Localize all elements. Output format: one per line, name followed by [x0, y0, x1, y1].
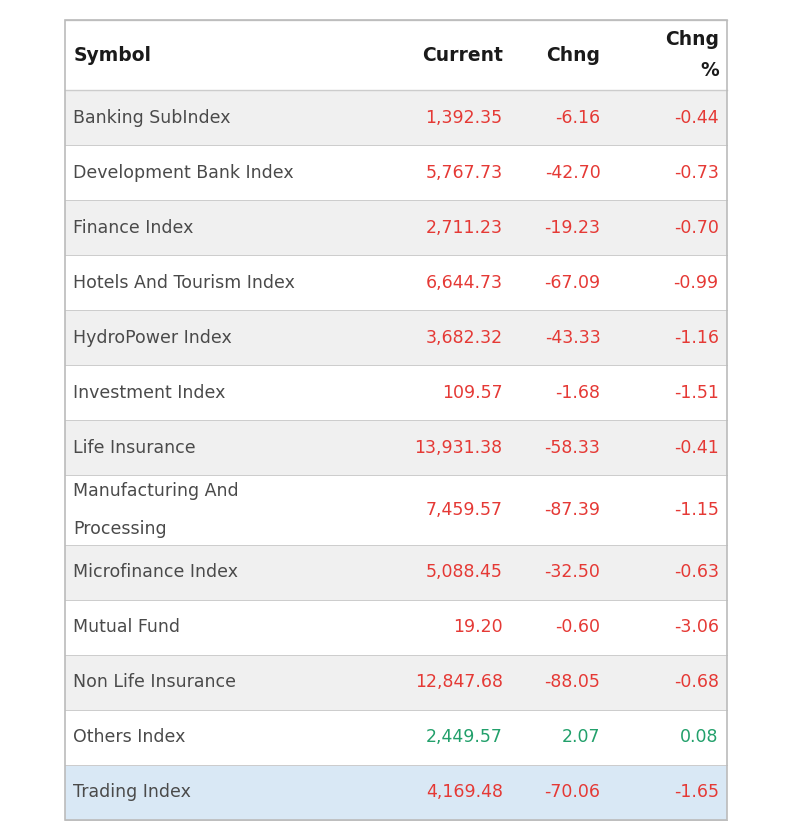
- Bar: [65, 600, 727, 654]
- Text: -0.41: -0.41: [674, 439, 719, 457]
- Bar: [65, 710, 727, 764]
- Text: Chng: Chng: [664, 30, 719, 49]
- Text: -0.60: -0.60: [556, 618, 600, 636]
- Bar: [65, 200, 727, 256]
- Text: -0.63: -0.63: [674, 563, 719, 581]
- Text: Manufacturing And: Manufacturing And: [73, 482, 239, 500]
- Text: 12,847.68: 12,847.68: [414, 673, 503, 691]
- Text: Current: Current: [422, 46, 503, 65]
- Text: -1.16: -1.16: [674, 328, 719, 347]
- Text: -3.06: -3.06: [674, 618, 719, 636]
- Text: 5,767.73: 5,767.73: [426, 163, 503, 182]
- Bar: [65, 256, 727, 310]
- Text: 1,392.35: 1,392.35: [426, 109, 503, 127]
- Text: Symbol: Symbol: [73, 46, 151, 65]
- Text: HydroPower Index: HydroPower Index: [73, 328, 232, 347]
- Bar: [65, 421, 727, 475]
- Text: -0.44: -0.44: [674, 109, 719, 127]
- Text: Processing: Processing: [73, 520, 167, 538]
- Text: 109.57: 109.57: [442, 384, 503, 401]
- Text: -1.65: -1.65: [674, 783, 719, 801]
- Text: -70.06: -70.06: [545, 783, 600, 801]
- Text: -58.33: -58.33: [545, 439, 600, 457]
- Text: -1.68: -1.68: [556, 384, 600, 401]
- Text: -88.05: -88.05: [545, 673, 600, 691]
- Text: %: %: [700, 61, 719, 80]
- Text: -0.99: -0.99: [674, 274, 719, 292]
- Bar: [65, 365, 727, 421]
- Bar: [65, 654, 727, 710]
- Text: Trading Index: Trading Index: [73, 783, 191, 801]
- Text: 2,711.23: 2,711.23: [426, 219, 503, 237]
- Text: Non Life Insurance: Non Life Insurance: [73, 673, 236, 691]
- Bar: [65, 20, 727, 91]
- Bar: [65, 545, 727, 600]
- Text: Life Insurance: Life Insurance: [73, 439, 196, 457]
- Text: Finance Index: Finance Index: [73, 219, 194, 237]
- Text: 7,459.57: 7,459.57: [426, 501, 503, 519]
- Text: 3,682.32: 3,682.32: [426, 328, 503, 347]
- Text: Chng: Chng: [546, 46, 600, 65]
- Text: -32.50: -32.50: [545, 563, 600, 581]
- Text: Mutual Fund: Mutual Fund: [73, 618, 180, 636]
- Text: -43.33: -43.33: [545, 328, 600, 347]
- Text: -87.39: -87.39: [545, 501, 600, 519]
- Text: -1.51: -1.51: [674, 384, 719, 401]
- Text: Others Index: Others Index: [73, 728, 186, 746]
- Bar: [65, 764, 727, 820]
- Text: 0.08: 0.08: [680, 728, 719, 746]
- Text: Development Bank Index: Development Bank Index: [73, 163, 294, 182]
- Text: -0.70: -0.70: [674, 219, 719, 237]
- Text: -6.16: -6.16: [556, 109, 600, 127]
- Text: 4,169.48: 4,169.48: [426, 783, 503, 801]
- Text: -67.09: -67.09: [545, 274, 600, 292]
- Bar: [65, 145, 727, 200]
- Text: -42.70: -42.70: [545, 163, 600, 182]
- Text: -19.23: -19.23: [545, 219, 600, 237]
- Text: 5,088.45: 5,088.45: [426, 563, 503, 581]
- Text: 6,644.73: 6,644.73: [426, 274, 503, 292]
- Bar: [65, 20, 727, 820]
- Bar: [65, 310, 727, 365]
- Text: 2.07: 2.07: [562, 728, 600, 746]
- Text: Investment Index: Investment Index: [73, 384, 225, 401]
- Text: -0.68: -0.68: [674, 673, 719, 691]
- Text: Microfinance Index: Microfinance Index: [73, 563, 238, 581]
- Text: 2,449.57: 2,449.57: [426, 728, 503, 746]
- Text: Banking SubIndex: Banking SubIndex: [73, 109, 231, 127]
- Bar: [65, 91, 727, 145]
- Text: 13,931.38: 13,931.38: [414, 439, 503, 457]
- Text: -0.73: -0.73: [674, 163, 719, 182]
- Text: -1.15: -1.15: [674, 501, 719, 519]
- Text: 19.20: 19.20: [453, 618, 503, 636]
- Bar: [65, 475, 727, 545]
- Text: Hotels And Tourism Index: Hotels And Tourism Index: [73, 274, 296, 292]
